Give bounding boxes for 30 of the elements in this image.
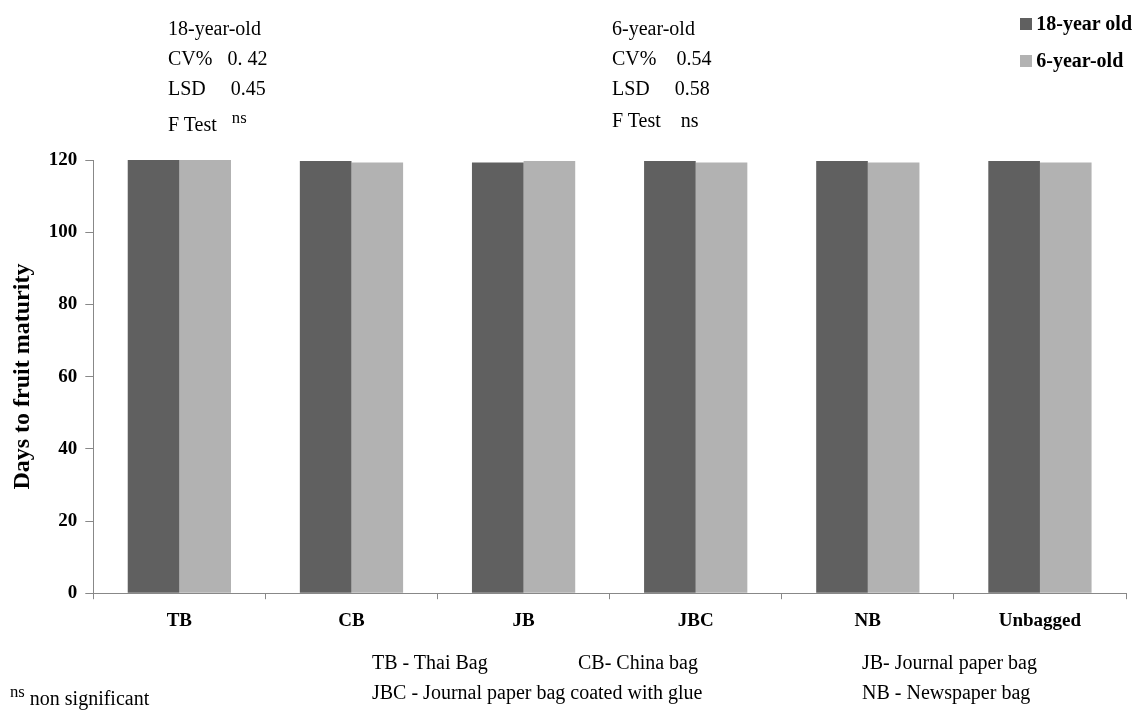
y-tick-label: 0 (67, 581, 78, 603)
y-tick-label: 120 (48, 147, 78, 169)
legend-label: 6-year-old (1036, 49, 1124, 72)
text: $^{ns}$ non significant (10, 682, 150, 709)
text: F Test $^{ns}$ (168, 108, 247, 135)
text: LSD 0.58 (612, 77, 710, 99)
x-tick-label: NB (854, 608, 882, 630)
y-tick-label: 20 (58, 508, 78, 530)
text: F Test ns (612, 109, 699, 131)
x-tick-label: CB (338, 608, 365, 630)
legend-label: 18-year old (1036, 12, 1132, 35)
text: CV% 0.54 (612, 47, 712, 69)
y-tick-label: 80 (58, 292, 78, 314)
y-tick-label: 40 (58, 436, 78, 458)
text: CB- China bag (578, 651, 698, 673)
text: 18-year-old (168, 17, 261, 39)
x-tick-label: JB (512, 608, 535, 630)
text: JBC - Journal paper bag coated with glue (372, 681, 703, 703)
text: CV% 0. 42 (168, 47, 268, 69)
y-axis-title: Days to fruit maturity (7, 263, 34, 490)
text: LSD 0.45 (168, 77, 266, 99)
x-tick-label: TB (166, 608, 193, 630)
y-tick-label: 60 (58, 364, 78, 386)
text: JB- Journal paper bag (862, 651, 1037, 673)
x-tick-label: JBC (677, 608, 714, 630)
y-tick-label: 100 (48, 220, 78, 242)
text: NB - Newspaper bag (862, 681, 1031, 703)
text: TB - Thai Bag (372, 651, 488, 673)
text: 6-year-old (612, 17, 695, 39)
x-tick-label: Unbagged (998, 608, 1082, 630)
